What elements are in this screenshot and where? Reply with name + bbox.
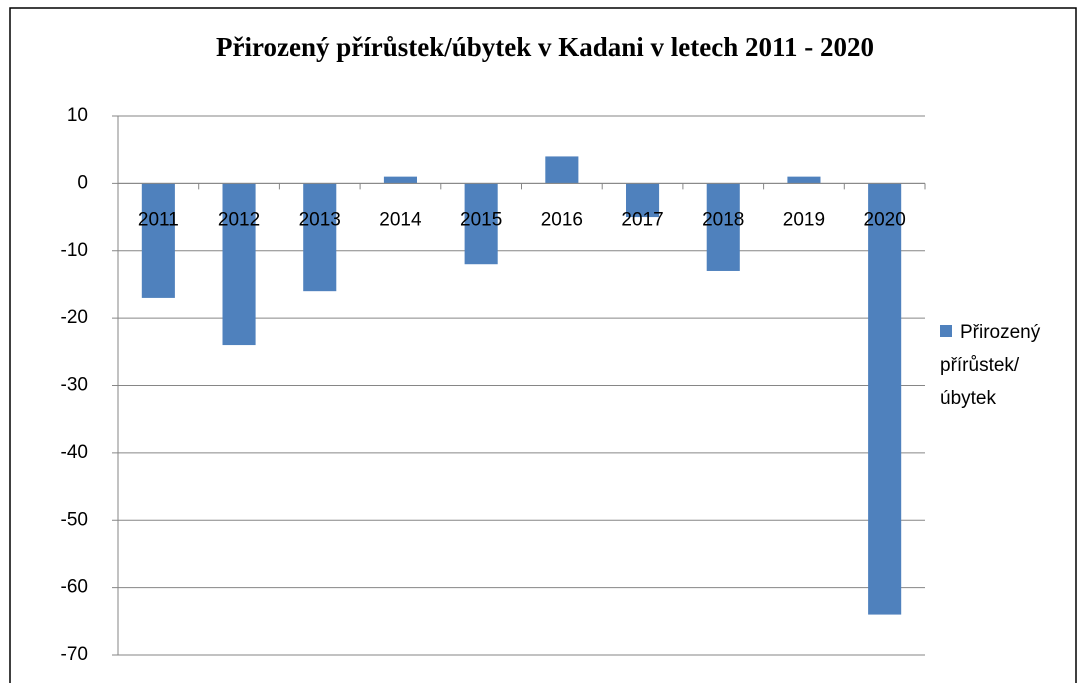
- chart-frame: [9, 7, 1077, 683]
- x-tick-label: 2017: [621, 209, 663, 230]
- x-tick-label: 2020: [864, 209, 906, 230]
- bar: [626, 183, 660, 218]
- bar: [141, 183, 175, 298]
- bar: [383, 176, 417, 184]
- y-tick-label: 10: [67, 105, 88, 126]
- y-tick-label: -50: [61, 509, 88, 530]
- bar: [303, 183, 337, 292]
- bar: [545, 156, 579, 184]
- legend-swatch: [940, 325, 952, 337]
- bar: [222, 183, 256, 346]
- y-tick-label: -30: [61, 375, 88, 396]
- y-tick-label: -70: [61, 644, 88, 665]
- bar: [787, 176, 821, 184]
- y-tick-label: -20: [61, 307, 88, 328]
- legend-label: Přirozený přírůstek/úbytek: [940, 322, 1041, 409]
- y-tick-label: 0: [77, 172, 88, 193]
- bar: [706, 183, 740, 271]
- bar: [464, 183, 498, 265]
- y-tick-label: -60: [61, 577, 88, 598]
- x-tick-label: 2011: [138, 209, 179, 230]
- x-tick-label: 2014: [379, 209, 422, 230]
- x-tick-label: 2012: [218, 209, 260, 230]
- x-tick-label: 2019: [783, 209, 825, 230]
- x-tick-label: 2018: [702, 209, 744, 230]
- x-tick-label: 2016: [541, 209, 583, 230]
- legend: Přirozený přírůstek/úbytek: [940, 316, 1060, 415]
- y-tick-label: -40: [61, 442, 88, 463]
- bar: [868, 183, 902, 615]
- y-tick-label: -10: [61, 240, 88, 261]
- chart-title: Přirozený přírůstek/úbytek v Kadani v le…: [216, 32, 874, 62]
- x-tick-label: 2015: [460, 209, 502, 230]
- x-tick-label: 2013: [299, 209, 341, 230]
